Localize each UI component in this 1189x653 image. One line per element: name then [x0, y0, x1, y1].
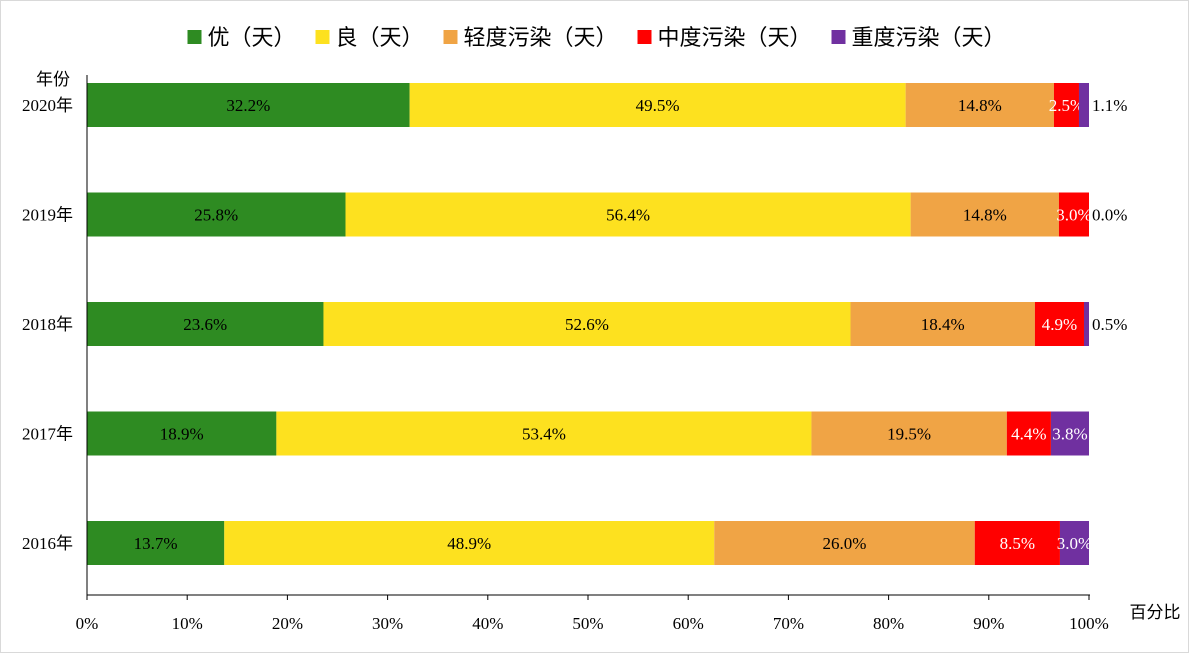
bar-segment — [224, 521, 715, 565]
data-label: 19.5% — [887, 425, 931, 444]
data-label: 14.8% — [963, 206, 1007, 225]
data-label: 52.6% — [565, 315, 609, 334]
data-label: 23.6% — [183, 315, 227, 334]
data-label: 18.9% — [160, 425, 204, 444]
data-label: 26.0% — [823, 534, 867, 553]
bar-segment — [714, 521, 975, 565]
data-label: 3.0% — [1056, 206, 1091, 225]
bar-segment — [276, 411, 812, 456]
x-tick-label: 70% — [773, 614, 804, 633]
x-tick-label: 50% — [572, 614, 603, 633]
bar-segment — [323, 302, 851, 346]
legend-label: 重度污染（天） — [852, 25, 1006, 50]
data-label: 48.9% — [447, 534, 491, 553]
legend-swatch — [187, 30, 202, 44]
category-label: 2016年 — [22, 534, 73, 553]
data-label: 56.4% — [606, 206, 650, 225]
legend-label: 轻度污染（天） — [464, 25, 618, 50]
x-tick-label: 60% — [673, 614, 704, 633]
data-label: 32.2% — [226, 96, 270, 115]
x-tick-label: 10% — [172, 614, 203, 633]
bar-segment — [1006, 411, 1051, 456]
data-label: 53.4% — [522, 425, 566, 444]
data-label: 1.1% — [1092, 96, 1127, 115]
bar-segment — [87, 411, 277, 456]
x-tick-label: 20% — [272, 614, 303, 633]
x-tick-label: 40% — [472, 614, 503, 633]
bar-segment — [1083, 302, 1089, 346]
category-label: 2020年 — [22, 96, 73, 115]
bar-segment — [910, 192, 1059, 237]
x-tick-label: 30% — [372, 614, 403, 633]
data-label: 4.4% — [1011, 425, 1046, 444]
data-label: 3.8% — [1052, 425, 1087, 444]
bar-segment — [1059, 521, 1089, 565]
bar-segment — [974, 521, 1060, 565]
data-label: 2.5% — [1049, 96, 1084, 115]
legend-swatch — [831, 30, 846, 44]
bar-segment — [850, 302, 1035, 346]
x-tick-label: 100% — [1069, 614, 1109, 633]
legend-swatch — [443, 30, 458, 44]
bars: 32.2% 49.5% 14.8% 2.5% 1.1% 2020年 25.8% 56.4% 14… — [22, 83, 1127, 565]
x-tick-label: 90% — [973, 614, 1004, 633]
bar-segment — [1050, 411, 1089, 456]
legend-swatch — [637, 30, 652, 44]
axes: 0% 10% 20% 30% 40% 50% 60% 70% 80% 90% 100% — [76, 75, 1109, 633]
x-tick-label: 0% — [76, 614, 99, 633]
x-tick-label: 80% — [873, 614, 904, 633]
category-label: 2017年 — [22, 425, 73, 444]
bar-segment — [87, 302, 324, 346]
x-axis-title: 百分比 — [1130, 603, 1181, 622]
bar-segment — [1053, 83, 1079, 127]
bar-segment — [1058, 192, 1089, 237]
bar-segment — [811, 411, 1007, 456]
data-label: 3.0% — [1057, 534, 1092, 553]
bar-segment — [1034, 302, 1084, 346]
bar-segment — [409, 83, 906, 127]
legend-swatch — [315, 30, 330, 44]
legend-label: 中度污染（天） — [658, 25, 812, 50]
data-label: 0.0% — [1092, 206, 1127, 225]
legend: 优（天） 良（天） 轻度污染（天） 中度污染（天） 重度污染（天） — [187, 25, 1006, 50]
data-label: 13.7% — [134, 534, 178, 553]
bar-segment — [1078, 83, 1089, 127]
data-label: 25.8% — [194, 206, 238, 225]
bar-segment — [87, 83, 410, 127]
bar-segment — [905, 83, 1054, 127]
data-label: 49.5% — [636, 96, 680, 115]
bar-segment — [87, 192, 346, 237]
data-label: 14.8% — [958, 96, 1002, 115]
data-label: 18.4% — [921, 315, 965, 334]
category-label: 2018年 — [22, 315, 73, 334]
y-axis-title: 年份 — [36, 70, 70, 89]
legend-label: 良（天） — [336, 25, 424, 50]
data-label: 4.9% — [1042, 315, 1077, 334]
legend-label: 优（天） — [208, 25, 296, 50]
bar-segment — [345, 192, 911, 237]
bar-segment — [87, 521, 225, 565]
data-label: 0.5% — [1092, 315, 1127, 334]
data-label: 8.5% — [1000, 534, 1035, 553]
category-label: 2019年 — [22, 206, 73, 225]
